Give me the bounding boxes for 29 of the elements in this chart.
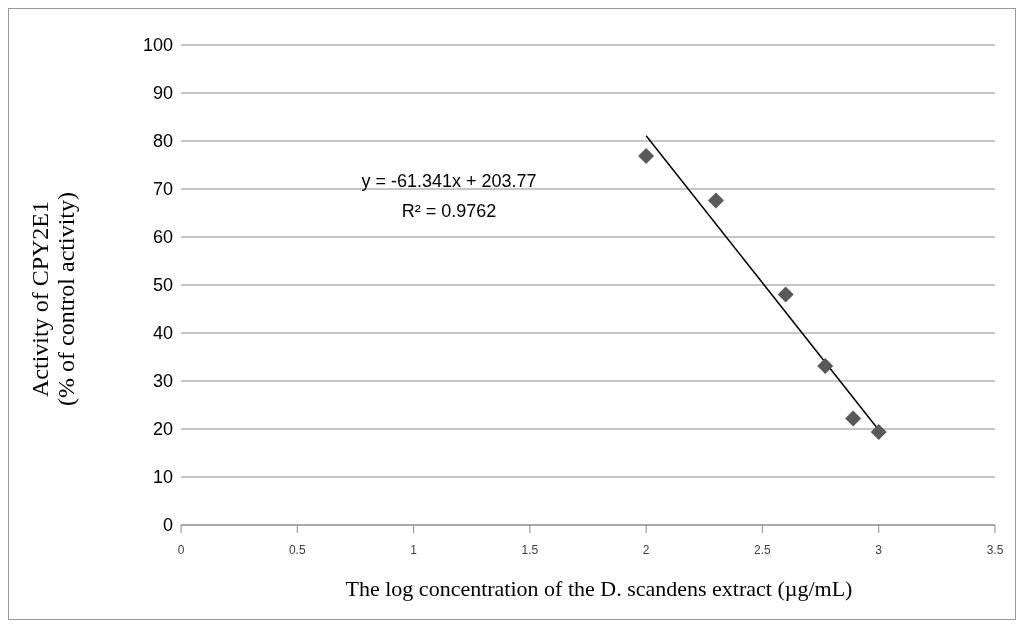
y-tick-label: 70 xyxy=(152,179,173,200)
y-tick-label: 0 xyxy=(162,515,173,536)
y-axis-title: Activity of CPY2E1 (% of control activity) xyxy=(27,192,79,406)
point xyxy=(870,423,887,440)
point xyxy=(777,286,794,303)
x-tick-label: 1.5 xyxy=(521,542,539,557)
annotation: y = -61.341x + 203.77 xyxy=(361,170,537,192)
y-tick-label: 100 xyxy=(142,35,173,56)
y-tick-label: 10 xyxy=(152,467,173,488)
x-tick-label: 2.5 xyxy=(754,542,772,557)
y-tick-label: 90 xyxy=(152,83,173,104)
y-tick-label: 30 xyxy=(152,371,173,392)
annotation: R² = 0.9762 xyxy=(401,200,497,222)
y-tick-label: 20 xyxy=(152,419,173,440)
point xyxy=(845,410,862,427)
x-tick-label: 3 xyxy=(875,542,883,557)
x-tick-label: 2 xyxy=(642,542,650,557)
point xyxy=(638,147,655,164)
x-tick-label: 3.5 xyxy=(986,542,1004,557)
y-tick-label: 60 xyxy=(152,227,173,248)
y-tick-label: 50 xyxy=(152,275,173,296)
point xyxy=(707,192,724,209)
y-tick-label: 40 xyxy=(152,323,173,344)
x-axis-title: The log concentration of the D. scandens extract (µg/mL) xyxy=(345,576,853,602)
y-tick-label: 80 xyxy=(152,131,173,152)
point xyxy=(817,358,834,375)
x-tick-label: 0.5 xyxy=(288,542,306,557)
x-tick-label: 1 xyxy=(410,542,418,557)
x-tick-label: 0 xyxy=(177,542,185,557)
